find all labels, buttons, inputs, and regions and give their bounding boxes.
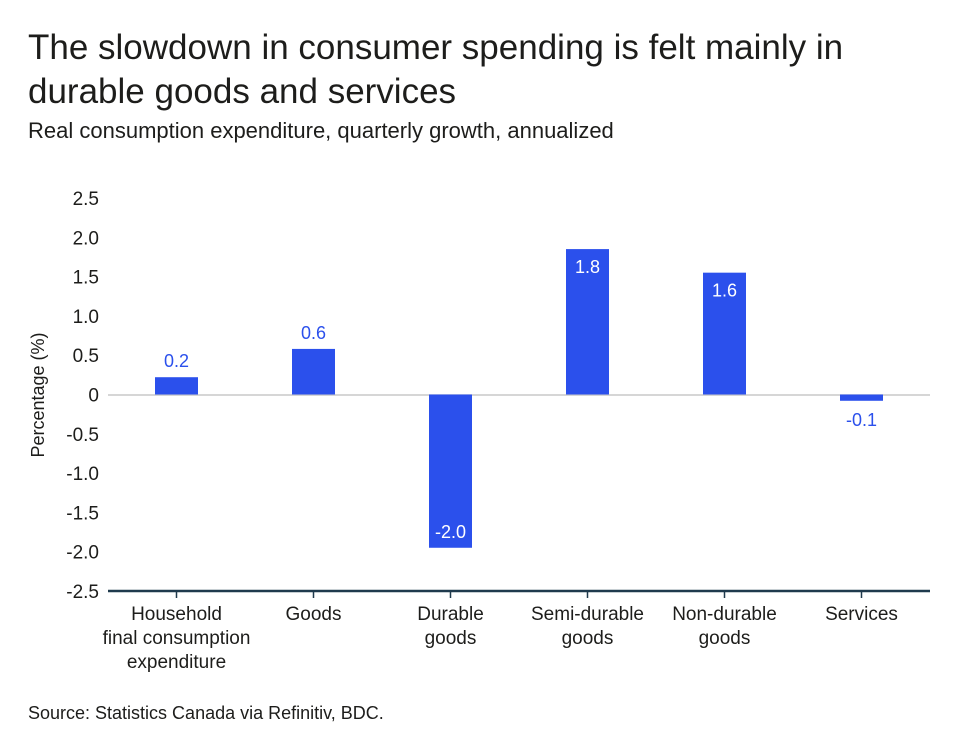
bar xyxy=(703,272,746,395)
data-label: 0.6 xyxy=(301,323,326,343)
x-category-label: goods xyxy=(562,628,614,649)
x-category-label: Services xyxy=(825,604,898,625)
x-category-label: Semi-durable xyxy=(531,604,644,625)
x-category-label: Household xyxy=(131,604,222,625)
data-label: -0.1 xyxy=(846,410,877,430)
bar xyxy=(840,394,883,401)
bar xyxy=(155,377,198,395)
y-tick-label: 1.0 xyxy=(73,307,99,328)
y-tick-label: -0.5 xyxy=(66,425,99,446)
bar xyxy=(292,348,335,395)
x-category-label: final consumption xyxy=(103,628,251,649)
data-label: -2.0 xyxy=(435,522,466,542)
y-tick-label: 0.5 xyxy=(73,346,99,367)
y-tick-label: -1.5 xyxy=(66,503,99,524)
bar xyxy=(429,394,472,548)
x-category-label: Goods xyxy=(286,604,342,625)
chart-subtitle: Real consumption expenditure, quarterly … xyxy=(28,118,614,143)
y-tick-label: 1.5 xyxy=(73,268,99,289)
y-axis-label: Percentage (%) xyxy=(28,332,48,457)
bar-chart: Percentage (%) 2.5 2.0 1.5 1.0 0.5 0 -0.5 -1.0 -… xyxy=(28,189,930,673)
y-tick-label: 2.0 xyxy=(73,228,99,249)
y-tick-label: 2.5 xyxy=(73,189,99,210)
y-tick-label: -1.0 xyxy=(66,464,99,485)
x-category-label: Non-durable xyxy=(672,604,777,625)
source-note: Source: Statistics Canada via Refinitiv,… xyxy=(28,703,384,723)
x-axis-categories: Household final consumption expenditure Goo… xyxy=(103,591,898,673)
x-category-label: Durable xyxy=(417,604,484,625)
x-category-label: expenditure xyxy=(127,652,226,673)
x-category-label: goods xyxy=(425,628,477,649)
y-axis-ticks: 2.5 2.0 1.5 1.0 0.5 0 -0.5 -1.0 -1.5 -2.0 -2.5 xyxy=(66,189,99,603)
chart-title: The slowdown in consumer spending is fel… xyxy=(28,28,844,111)
data-label: 1.6 xyxy=(712,281,737,301)
x-category-label: goods xyxy=(699,628,751,649)
y-tick-label: 0 xyxy=(88,386,99,407)
data-label: 1.8 xyxy=(575,257,600,277)
data-labels: 0.2 0.6 -2.0 1.8 1.6 -0.1 xyxy=(164,257,877,542)
bar xyxy=(566,249,609,395)
y-tick-label: -2.5 xyxy=(66,582,99,603)
data-label: 0.2 xyxy=(164,351,189,371)
bars xyxy=(155,249,883,548)
y-tick-label: -2.0 xyxy=(66,543,99,564)
